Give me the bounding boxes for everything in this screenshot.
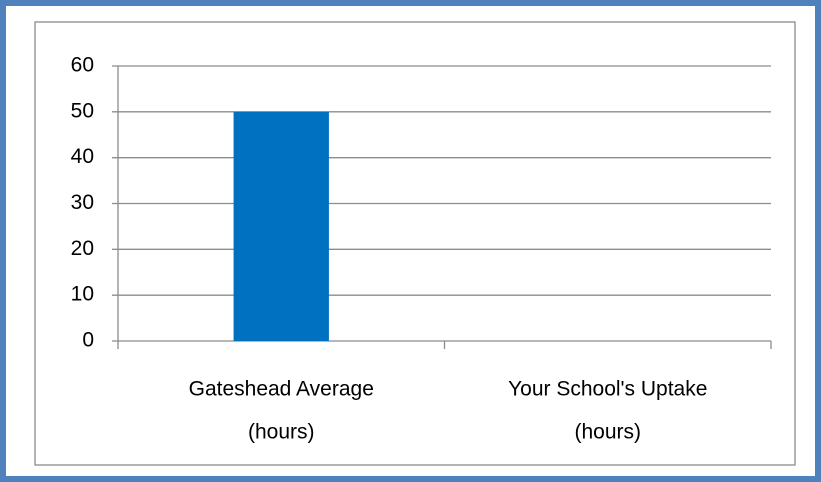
y-tick-label: 20 xyxy=(71,237,94,260)
x-tick-label: Gateshead Average xyxy=(189,378,374,401)
x-tick-label: (hours) xyxy=(574,421,641,444)
x-tick-label: Your School's Uptake xyxy=(508,378,707,401)
y-tick-label: 60 xyxy=(71,54,94,77)
y-tick-label: 50 xyxy=(71,99,94,122)
y-tick-label: 40 xyxy=(71,145,94,168)
bar xyxy=(233,111,329,341)
y-tick-label: 0 xyxy=(82,329,94,352)
x-tick-label: (hours) xyxy=(248,421,315,444)
y-tick-label: 30 xyxy=(71,191,94,214)
y-tick-label: 10 xyxy=(71,283,94,306)
chart-area xyxy=(34,21,796,466)
